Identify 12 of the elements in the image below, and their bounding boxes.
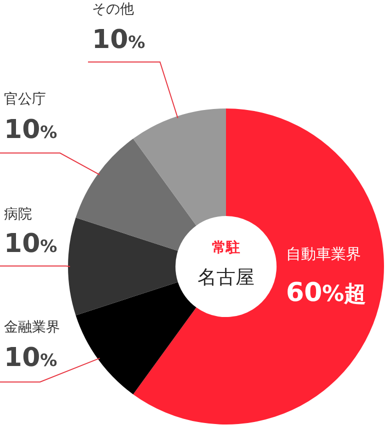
slice-label: 自動車業界	[286, 244, 361, 263]
slice-label: 病院	[4, 206, 32, 223]
data-label: 60%超	[286, 278, 366, 308]
slice-label: 官公庁	[4, 92, 46, 108]
text: 名古屋	[198, 266, 254, 288]
slice-label: 金融業界	[4, 320, 60, 336]
text: 常駐	[212, 239, 240, 256]
data-label: 10%	[4, 229, 58, 259]
data-label: 10%	[92, 25, 146, 55]
slice-label: その他	[92, 2, 134, 18]
data-label: 10%	[4, 115, 58, 145]
data-label: 10%	[4, 343, 58, 373]
